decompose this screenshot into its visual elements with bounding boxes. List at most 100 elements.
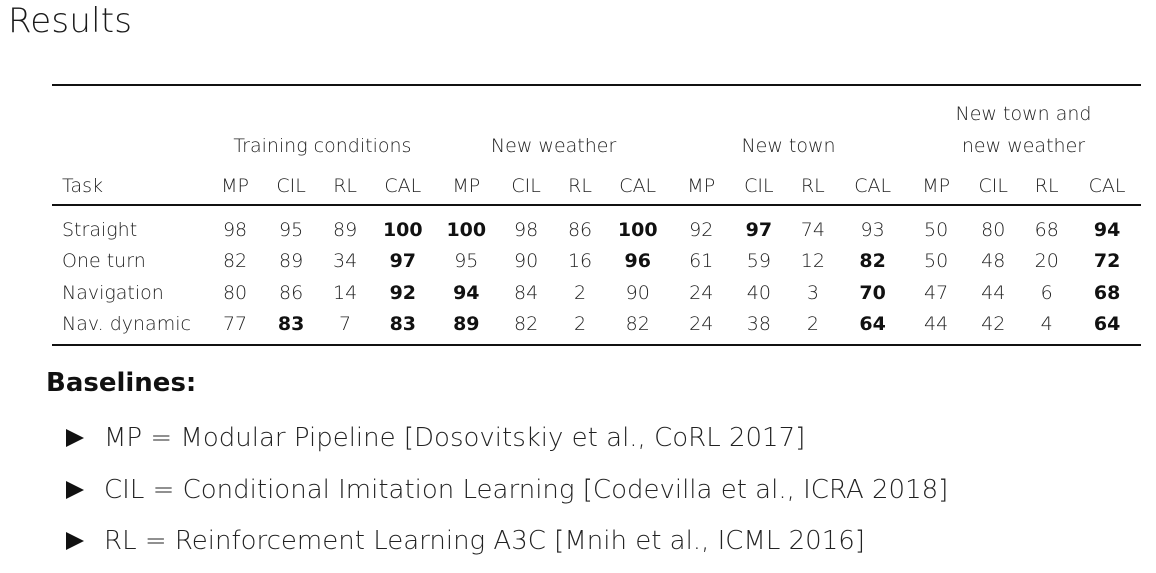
- value-cell: 82: [496, 308, 556, 346]
- table-row: Nav. dynamic 77 83 7 83 89 82 2 82 24 38 2 64 44 42 4 64: [52, 308, 1141, 346]
- value-cell: 7: [320, 308, 370, 346]
- table-body: Straight 98 95 89 100 100 98 86 100 92 97 74 93 50 80 6…: [52, 205, 1141, 346]
- value-cell: 80: [981, 218, 1006, 241]
- value-cell: 64: [1073, 308, 1141, 346]
- value-cell: 48: [981, 250, 1006, 273]
- table-row: One turn 82 89 34 97 95 90 16 96 61 59 12 82 50 48 20 72: [52, 246, 1141, 278]
- column-header-cal: CAL: [839, 168, 906, 206]
- baseline-item: RL = Reinforcement Learning A3C [Mnih et…: [66, 521, 948, 573]
- value-cell: 2: [555, 308, 605, 346]
- results-table-container: Training conditions New weather New town…: [52, 84, 1141, 346]
- value-cell: 50: [924, 218, 949, 241]
- column-header-cil: CIL: [496, 168, 556, 206]
- value-cell: 84: [513, 281, 539, 304]
- column-header-rl: RL: [786, 168, 840, 206]
- value-cell: 72: [1093, 250, 1121, 273]
- baselines-heading: Baselines:: [46, 368, 197, 398]
- value-cell: 82: [604, 308, 672, 346]
- value-cell: 64: [839, 308, 906, 346]
- value-cell: 90: [625, 281, 650, 304]
- value-cell: 59: [746, 250, 771, 273]
- value-cell: 6: [1040, 281, 1053, 304]
- baseline-text: CIL = Conditional Imitation Learning [Co…: [104, 474, 949, 505]
- task-cell: One turn: [62, 250, 146, 273]
- results-table: Training conditions New weather New town…: [52, 84, 1141, 346]
- page-title: Results: [8, 1, 133, 41]
- value-cell: 94: [1093, 218, 1121, 241]
- column-header-cil: CIL: [731, 168, 787, 206]
- value-cell: 89: [436, 308, 497, 346]
- column-header-mp: MP: [436, 168, 497, 206]
- value-cell: 90: [513, 250, 539, 273]
- baselines-list: MP = Modular Pipeline [Dosovitskiy et al…: [66, 418, 948, 573]
- table-row: Navigation 80 86 14 92 94 84 2 90 24 40 3 70 47 44 6 68: [52, 277, 1141, 309]
- value-cell: 98: [222, 218, 248, 241]
- value-cell: 20: [1034, 250, 1059, 273]
- value-cell: 100: [617, 218, 658, 241]
- column-header-cal: CAL: [1073, 168, 1141, 206]
- value-cell: 95: [454, 250, 479, 273]
- group-new-weather: New weather: [490, 135, 617, 157]
- column-header-cil: CIL: [261, 168, 321, 206]
- column-header-row: Task MP CIL RL CAL MP CIL RL CAL MP CIL RL CAL MP CIL…: [52, 168, 1141, 206]
- value-cell: 44: [905, 308, 967, 346]
- column-header-cil: CIL: [966, 168, 1021, 206]
- value-cell: 24: [689, 281, 714, 304]
- table-header: Training conditions New weather New town…: [52, 85, 1141, 206]
- value-cell: 68: [1093, 281, 1121, 304]
- baseline-item: CIL = Conditional Imitation Learning [Co…: [66, 470, 948, 522]
- baseline-text: MP = Modular Pipeline [Dosovitskiy et al…: [104, 423, 806, 453]
- value-cell: 50: [924, 250, 949, 273]
- triangle-right-icon: [66, 429, 84, 447]
- column-header-rl: RL: [320, 168, 370, 206]
- group-training-conditions: Training conditions: [233, 135, 412, 157]
- column-header-mp: MP: [208, 168, 262, 206]
- column-header-rl: RL: [555, 168, 605, 206]
- baseline-item: MP = Modular Pipeline [Dosovitskiy et al…: [66, 418, 948, 470]
- task-cell: Navigation: [62, 281, 164, 304]
- value-cell: 16: [567, 250, 593, 273]
- value-cell: 97: [745, 218, 773, 241]
- value-cell: 93: [860, 218, 885, 241]
- empty-header-cell: [52, 85, 209, 168]
- value-cell: 61: [689, 250, 714, 273]
- value-cell: 70: [859, 281, 886, 304]
- column-header-rl: RL: [1020, 168, 1074, 206]
- value-cell: 95: [279, 218, 304, 241]
- table-row: Straight 98 95 89 100 100 98 86 100 92 97 74 93 50 80 6…: [52, 205, 1141, 246]
- value-cell: 68: [1034, 218, 1059, 241]
- value-cell: 97: [389, 250, 417, 273]
- group-new-town-new-weather: New town and new weather: [906, 85, 1141, 168]
- value-cell: 100: [446, 218, 487, 241]
- value-cell: 2: [786, 308, 840, 346]
- value-cell: 92: [389, 281, 417, 304]
- group-header-row: Training conditions New weather New town…: [52, 85, 1141, 168]
- value-cell: 89: [279, 250, 304, 273]
- value-cell: 3: [806, 281, 819, 304]
- value-cell: 38: [731, 308, 787, 346]
- value-cell: 80: [222, 281, 248, 304]
- value-cell: 44: [981, 281, 1006, 304]
- value-cell: 94: [453, 281, 480, 304]
- triangle-right-icon: [66, 480, 84, 499]
- triangle-right-icon: [66, 532, 84, 550]
- value-cell: 83: [369, 308, 437, 346]
- value-cell: 12: [800, 250, 825, 273]
- value-cell: 24: [671, 308, 732, 346]
- value-cell: 42: [966, 308, 1021, 346]
- value-cell: 86: [279, 281, 304, 304]
- value-cell: 4: [1020, 308, 1074, 346]
- task-cell: Straight: [62, 218, 138, 241]
- value-cell: 40: [746, 281, 771, 304]
- column-header-mp: MP: [905, 168, 967, 206]
- value-cell: 2: [573, 281, 587, 304]
- task-cell: Nav. dynamic: [52, 308, 209, 346]
- column-header-mp: MP: [671, 168, 732, 206]
- column-header-cal: CAL: [369, 168, 437, 206]
- value-cell: 89: [333, 218, 358, 241]
- baseline-text: RL = Reinforcement Learning A3C [Mnih et…: [104, 526, 865, 556]
- group-new-town-new-weather-label: New town and new weather: [955, 103, 1092, 157]
- value-cell: 100: [382, 218, 423, 241]
- value-cell: 96: [624, 250, 651, 273]
- value-cell: 74: [800, 218, 825, 241]
